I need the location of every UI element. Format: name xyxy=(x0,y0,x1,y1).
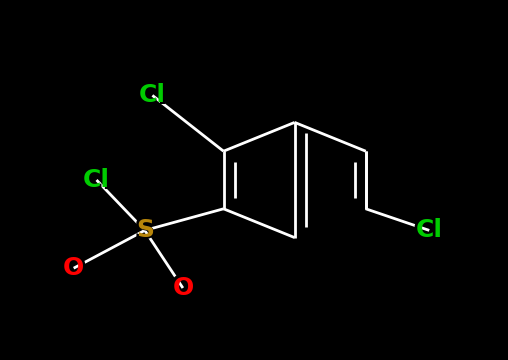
Text: O: O xyxy=(170,274,196,302)
Text: Cl: Cl xyxy=(136,81,169,110)
Text: Cl: Cl xyxy=(83,168,110,192)
Text: S: S xyxy=(134,216,156,245)
Text: S: S xyxy=(136,219,154,242)
Text: Cl: Cl xyxy=(416,219,443,242)
Text: Cl: Cl xyxy=(413,216,446,245)
Text: O: O xyxy=(172,276,194,300)
Text: Cl: Cl xyxy=(139,84,166,107)
Text: O: O xyxy=(61,254,86,283)
Text: O: O xyxy=(63,256,84,280)
Text: Cl: Cl xyxy=(80,166,113,194)
